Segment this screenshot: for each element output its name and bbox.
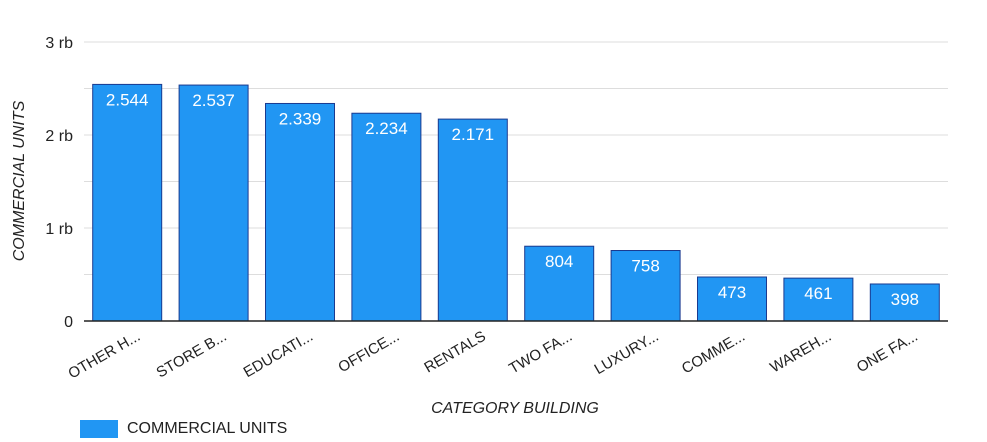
bar [697,276,767,322]
x-tick-label: EDUCATI... [241,328,316,381]
bar [610,250,681,322]
y-tick-label: 3 rb [45,35,73,52]
bar [178,84,249,322]
bar [265,102,335,322]
legend: COMMERCIAL UNITS [80,419,287,439]
x-tick-label: RENTALS [421,328,488,377]
x-tick-label: OTHER H... [65,328,143,383]
y-axis-ticks: 0 1 rb 2 rb 3 rb [45,35,73,331]
x-axis-ticks: OTHER H... STORE B... EDUCATI... OFFICE... R… [65,328,920,383]
x-tick-label: STORE B... [153,328,229,382]
data-label: 398 [891,290,919,309]
bar [92,83,163,322]
bar [783,277,854,322]
bar [351,112,422,322]
bars: 2.544 2.537 2.339 2.234 2.171 804 758 473 461 398 [92,83,940,322]
y-tick-label: 2 rb [45,128,73,145]
bar [869,283,940,322]
y-tick-label: 0 [64,314,73,331]
data-label: 473 [718,283,746,302]
x-tick-label: COMME... [679,328,748,378]
x-tick-label: LUXURY... [591,328,661,378]
data-label: 461 [804,284,832,303]
legend-label: COMMERCIAL UNITS [127,420,288,437]
data-label: 2.339 [279,109,322,128]
x-tick-label: WAREH... [767,328,834,377]
bar [437,118,508,322]
y-axis-title: COMMERCIAL UNITS [11,100,28,261]
data-label: 2.234 [365,119,408,138]
data-label: 2.171 [452,125,495,144]
data-label: 758 [631,257,659,276]
data-label: 2.537 [192,91,235,110]
data-label: 804 [545,252,573,271]
data-label: 2.544 [106,90,149,109]
x-tick-label: ONE FA... [854,328,921,376]
x-axis-title: CATEGORY BUILDING [431,400,599,417]
x-tick-label: OFFICE... [335,328,402,376]
legend-swatch [80,420,118,438]
x-tick-label: TWO FA... [506,328,575,378]
y-tick-label: 1 rb [45,221,73,238]
